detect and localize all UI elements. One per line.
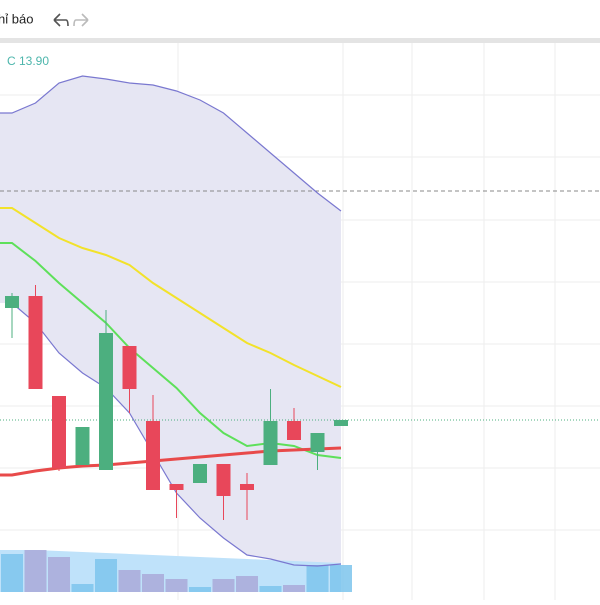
- volume-bar: [330, 565, 352, 592]
- volume-bar: [236, 576, 258, 592]
- band-upper: [0, 75, 342, 212]
- volume-bar: [306, 565, 329, 592]
- candle-body: [99, 333, 113, 470]
- candle-body: [5, 296, 19, 308]
- candle-body: [216, 464, 231, 496]
- band-fill: [0, 76, 341, 566]
- candle-body: [310, 433, 325, 452]
- candle-body: [240, 484, 254, 490]
- volume-bar: [259, 586, 282, 592]
- redo-icon[interactable]: [73, 13, 89, 27]
- volume-bar: [142, 574, 164, 592]
- volume-bar: [95, 559, 117, 592]
- candle-body: [52, 396, 66, 468]
- undo-icon[interactable]: [53, 13, 69, 27]
- candle-body: [193, 464, 207, 483]
- volume-bar: [1, 554, 23, 592]
- volume-bar: [71, 584, 94, 592]
- candle-body: [122, 346, 137, 389]
- legend-close-label: C: [7, 54, 16, 68]
- candle-body: [334, 420, 348, 426]
- volume-bar: [283, 585, 305, 592]
- volume-bar: [165, 579, 188, 592]
- volume-bar: [118, 570, 141, 592]
- plot: [0, 75, 600, 592]
- candle-body: [263, 421, 278, 465]
- moving-average: [0, 242, 342, 459]
- candle-body: [169, 484, 184, 490]
- candle-body: [75, 427, 90, 465]
- candle-body: [287, 421, 301, 440]
- volume-bar: [189, 587, 211, 592]
- indicators-button[interactable]: hỉ báo: [0, 11, 33, 26]
- candle-body: [28, 296, 43, 389]
- volume-bar: [212, 579, 235, 592]
- candle-body: [146, 421, 160, 490]
- moving-average: [0, 207, 342, 388]
- legend-close-value: 13.90: [19, 54, 49, 68]
- moving-average: [0, 446, 342, 477]
- volume-bar: [48, 557, 70, 592]
- toolbar-separator: [0, 38, 600, 43]
- volume-bar: [24, 550, 47, 592]
